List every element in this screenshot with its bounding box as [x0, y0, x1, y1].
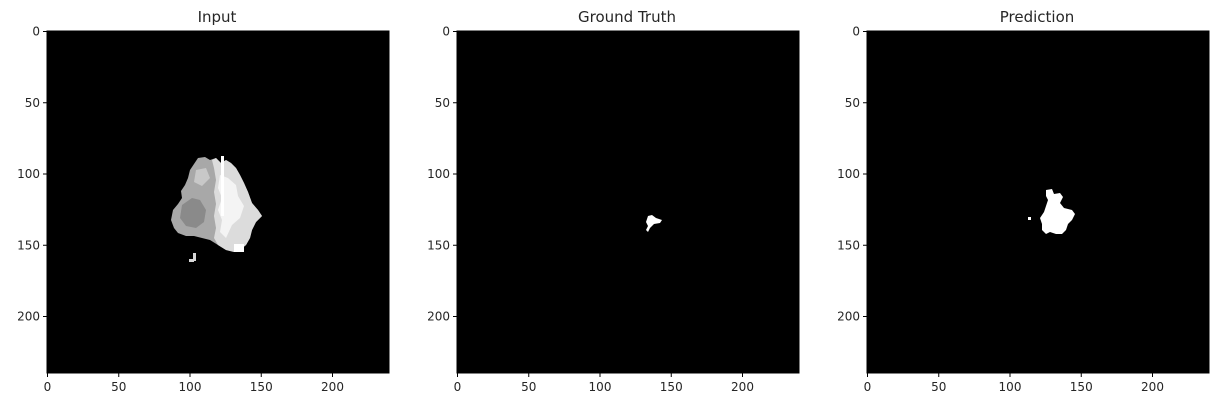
x-tick-label: 150 — [250, 380, 273, 394]
x-tick-label: 100 — [589, 380, 612, 394]
y-tick-label: 150 — [427, 238, 450, 252]
x-tick-label: 0 — [454, 380, 462, 394]
x-tick-label: 150 — [660, 380, 683, 394]
x-ticks: 0 50 100 150 200 — [44, 373, 344, 394]
x-tick-label: 200 — [1141, 380, 1164, 394]
x-tick-label: 0 — [44, 380, 52, 394]
x-tick-label: 50 — [931, 380, 946, 394]
panel-title: Input — [197, 8, 237, 26]
x-tick-label: 200 — [321, 380, 344, 394]
x-tick-label: 50 — [111, 380, 126, 394]
y-tick-label: 50 — [435, 96, 450, 110]
y-tick-label: 200 — [837, 310, 860, 324]
plot-ground-truth: 0 50 100 150 200 0 50 100 150 200 — [427, 25, 800, 394]
panel-title: Ground Truth — [578, 8, 676, 26]
y-tick-label: 200 — [17, 310, 40, 324]
x-ticks: 0 50 100 150 200 — [864, 373, 1164, 394]
y-tick-label: 100 — [837, 167, 860, 181]
y-tick-label: 200 — [427, 310, 450, 324]
plot-prediction: 0 50 100 150 200 0 50 100 150 200 — [837, 25, 1210, 394]
ground-truth-mask — [646, 215, 662, 232]
x-tick-label: 0 — [864, 380, 872, 394]
panel-title: Prediction — [999, 8, 1075, 26]
image-area — [457, 31, 799, 373]
y-tick-label: 50 — [25, 96, 40, 110]
y-tick-label: 100 — [17, 167, 40, 181]
y-tick-label: 150 — [17, 238, 40, 252]
x-ticks: 0 50 100 150 200 — [454, 373, 754, 394]
y-tick-label: 0 — [852, 25, 860, 39]
x-tick-label: 150 — [1070, 380, 1093, 394]
y-tick-label: 50 — [845, 96, 860, 110]
panel-ground-truth: Ground Truth 0 50 100 150 200 0 50 100 150 200 — [410, 0, 810, 407]
panel-prediction: Prediction 0 50 100 150 200 0 50 100 150 200 — [820, 0, 1220, 407]
y-ticks: 0 50 100 150 200 — [17, 25, 47, 324]
input-tissue — [171, 156, 262, 262]
y-ticks: 0 50 100 150 200 — [427, 25, 457, 324]
y-ticks: 0 50 100 150 200 — [837, 25, 867, 324]
y-tick-label: 150 — [837, 238, 860, 252]
y-tick-label: 0 — [32, 25, 40, 39]
image-area — [867, 31, 1209, 373]
x-tick-label: 100 — [999, 380, 1022, 394]
x-tick-label: 200 — [731, 380, 754, 394]
x-tick-label: 100 — [179, 380, 202, 394]
x-tick-label: 50 — [521, 380, 536, 394]
prediction-mask — [1028, 189, 1075, 234]
panel-input: Input 0 50 100 150 200 0 50 100 150 200 — [0, 0, 400, 407]
y-tick-label: 100 — [427, 167, 450, 181]
y-tick-label: 0 — [442, 25, 450, 39]
plot-input: 0 50 100 150 200 0 50 100 150 200 — [17, 25, 390, 394]
